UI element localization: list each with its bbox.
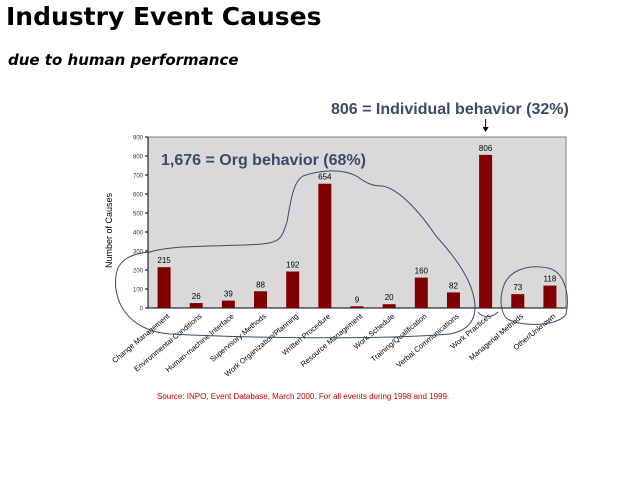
x-tick-label: Managerial Methods [467,311,525,362]
y-tick-label: 0 [140,307,144,313]
y-tick-label: 800 [133,155,144,161]
y-tick-label: 200 [133,269,144,275]
bar-value-label: 82 [449,281,458,290]
x-tick-label: Supervisory Methods [208,311,268,363]
bar-value-label: 654 [318,173,332,182]
page-subtitle: due to human performance [8,51,239,69]
bar-value-label: 118 [544,275,557,284]
bar [286,271,300,308]
bar-value-label: 9 [355,295,360,304]
work-practices-outline [477,311,499,317]
org-behavior-annotation: 1,676 = Org behavior (68%) [161,152,366,169]
bar [446,292,460,308]
source-note: Source: INPO, Event Database, March 2000… [157,392,450,401]
y-axis: 0 100 200 300 400 500 600 700 800 900 [133,136,566,313]
bar [543,285,557,308]
bar-value-label: 39 [224,290,233,299]
bar-value-label: 192 [286,261,300,270]
x-tick-label: Change Management [110,311,172,365]
y-tick-label: 100 [133,288,144,294]
bar-value-label: 73 [513,283,522,292]
y-tick-label: 600 [133,193,144,199]
bar [221,300,235,308]
bar [350,306,364,308]
bar [479,154,493,308]
y-tick-label: 900 [133,136,144,142]
bar-value-label: 26 [192,292,201,301]
bar [254,291,268,308]
page-title: Industry Event Causes [6,2,322,31]
other-unknown-outline [500,266,568,325]
y-tick-label: 300 [133,250,144,256]
bars-group: 215 26 39 88 192 654 9 20 160 82 806 73 118 [157,144,557,308]
y-tick-label: 400 [133,231,144,237]
bar [511,294,525,308]
y-tick-label: 700 [133,174,144,180]
individual-behavior-annotation: 806 = Individual behavior (32%) [331,101,569,118]
x-tick-label: Verbal Communications [394,311,461,369]
annotation-arrow-head [482,127,489,132]
bar-value-label: 20 [385,293,394,302]
bar-value-label: 215 [157,256,171,265]
bar [189,303,203,308]
plot-background [147,136,567,309]
org-behavior-outline [115,170,476,339]
x-tick-label: Resource Management [299,311,365,369]
bar [318,183,332,308]
bar [157,267,171,308]
bar [382,304,396,308]
y-axis-label: Number of Causes [104,192,114,268]
bar-value-label: 806 [479,144,493,153]
bar [414,277,428,308]
bar-value-label: 88 [256,280,265,289]
bar-value-label: 160 [415,267,429,276]
y-tick-label: 500 [133,212,144,218]
